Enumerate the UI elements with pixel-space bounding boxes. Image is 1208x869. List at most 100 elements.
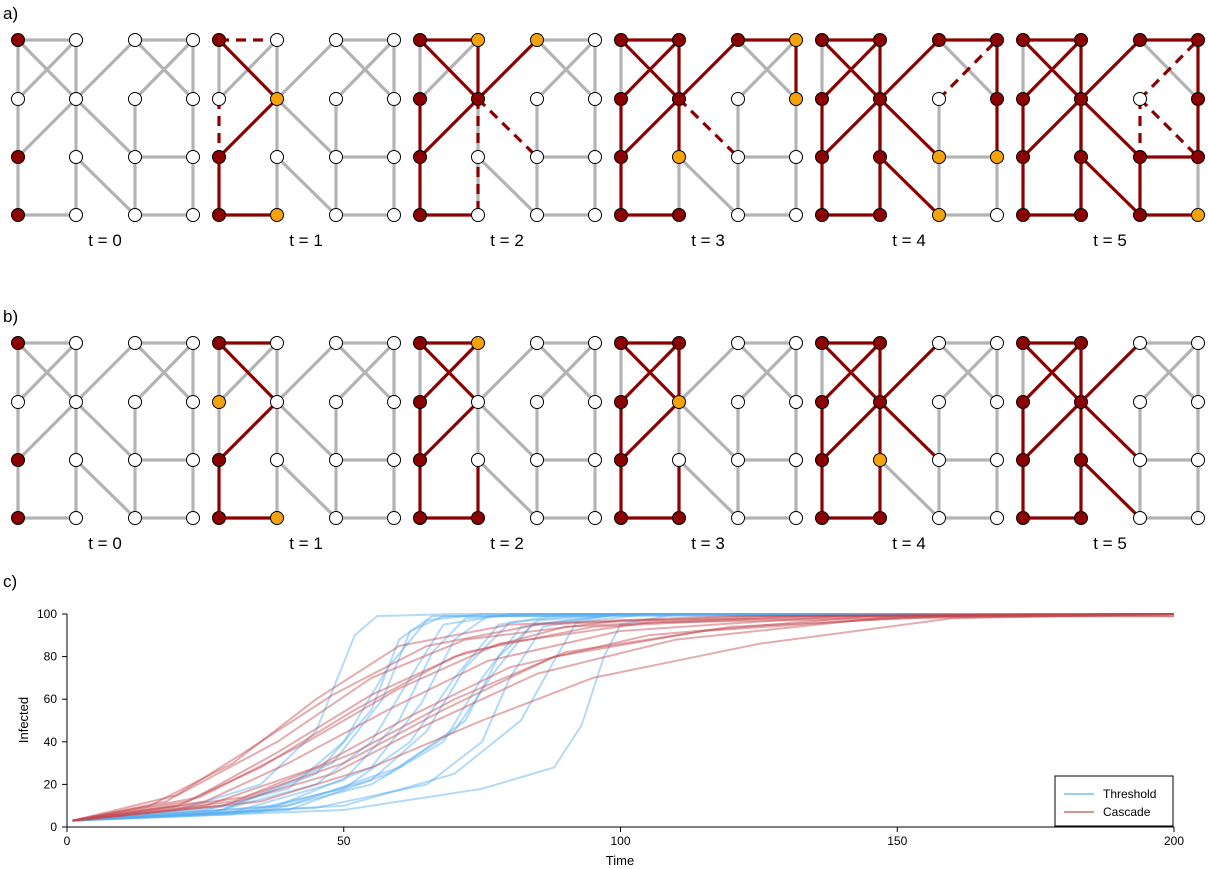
cascade-run-line <box>72 613 1175 822</box>
network-edge-infected <box>820 400 882 462</box>
node-susceptible <box>530 208 544 222</box>
network-edge-infected <box>1021 400 1083 462</box>
node-exposed <box>1191 208 1205 222</box>
network-edge-infected <box>217 38 279 101</box>
panel-c-label: c) <box>3 572 17 591</box>
node-infected <box>1016 33 1030 47</box>
node-infected <box>815 208 829 222</box>
node-exposed <box>990 150 1004 164</box>
node-susceptible <box>1133 511 1147 525</box>
legend-label-cascade: Cascade <box>1103 805 1151 819</box>
network-edge-infected <box>677 38 740 101</box>
node-susceptible <box>731 511 745 525</box>
network-edge-infected <box>619 38 681 101</box>
time-step-label: t = 4 <box>892 231 926 250</box>
time-step-label: t = 3 <box>691 231 725 250</box>
node-susceptible <box>69 511 83 525</box>
node-susceptible <box>588 395 602 409</box>
node-infected <box>1016 453 1030 467</box>
network-step: t = 0 <box>11 336 200 553</box>
time-step-label: t = 3 <box>691 534 725 553</box>
cascade-run-line <box>72 613 1175 822</box>
node-susceptible <box>530 511 544 525</box>
network-edge-infected <box>619 97 681 159</box>
network-edge-infected <box>820 341 882 404</box>
node-susceptible <box>186 336 200 350</box>
time-step-label: t = 0 <box>88 534 122 553</box>
threshold-run-line <box>72 613 1174 822</box>
node-infected <box>1191 92 1205 106</box>
panel-a-label: a) <box>3 4 18 23</box>
node-infected <box>614 92 628 106</box>
node-susceptible <box>471 395 485 409</box>
node-susceptible <box>186 150 200 164</box>
node-exposed <box>212 395 226 409</box>
time-step-label: t = 2 <box>490 534 524 553</box>
node-infected <box>413 92 427 106</box>
network-edge-infected <box>619 341 681 404</box>
node-infected <box>413 511 427 525</box>
network-edge-pending <box>677 97 740 159</box>
cascade-run-line <box>72 613 1175 822</box>
node-susceptible <box>69 92 83 106</box>
node-infected <box>815 33 829 47</box>
network-edge-infected <box>418 38 480 101</box>
chart-axes: 0 50 100 150 200 0 20 40 60 80 100 <box>37 607 1184 848</box>
node-infected <box>413 395 427 409</box>
network-edge-infected <box>217 97 279 159</box>
network-edge <box>275 97 338 159</box>
threshold-run-line <box>72 613 1174 822</box>
node-susceptible <box>990 336 1004 350</box>
node-infected <box>614 150 628 164</box>
node-susceptible <box>1191 453 1205 467</box>
node-susceptible <box>69 208 83 222</box>
network-edge <box>133 341 195 404</box>
network-edge-infected <box>1021 97 1083 159</box>
y-tick-label: 40 <box>44 735 58 749</box>
node-susceptible <box>69 336 83 350</box>
node-susceptible <box>387 336 401 350</box>
node-infected <box>1016 208 1030 222</box>
node-infected <box>1016 336 1030 350</box>
node-infected <box>11 150 25 164</box>
node-infected <box>413 336 427 350</box>
node-susceptible <box>672 453 686 467</box>
network-edge-infected <box>878 341 941 404</box>
node-susceptible <box>186 33 200 47</box>
cascade-run-line <box>72 613 1175 822</box>
node-infected <box>672 511 686 525</box>
legend-box <box>1054 775 1174 827</box>
network-edge <box>1138 341 1200 404</box>
node-infected <box>672 92 686 106</box>
node-exposed <box>270 92 284 106</box>
network-edge <box>275 155 338 217</box>
network-step: t = 2 <box>413 33 602 250</box>
network-edge <box>16 341 78 404</box>
node-susceptible <box>186 395 200 409</box>
node-susceptible <box>329 33 343 47</box>
network-edge-infected <box>1021 38 1083 101</box>
node-susceptible <box>387 92 401 106</box>
node-infected <box>1133 208 1147 222</box>
threshold-run-line <box>72 613 1174 822</box>
node-infected <box>672 33 686 47</box>
node-exposed <box>530 33 544 47</box>
network-edge <box>275 38 338 101</box>
node-susceptible <box>789 208 803 222</box>
network-step: t = 4 <box>815 33 1004 250</box>
node-susceptible <box>186 453 200 467</box>
node-infected <box>990 92 1004 106</box>
node-susceptible <box>270 453 284 467</box>
time-step-label: t = 1 <box>289 231 323 250</box>
node-susceptible <box>932 511 946 525</box>
time-step-label: t = 5 <box>1093 534 1127 553</box>
network-edge-infected <box>878 400 941 462</box>
network-edge-pending <box>1138 97 1200 159</box>
network-edge <box>476 341 539 404</box>
node-infected <box>11 453 25 467</box>
network-edge-infected <box>217 400 279 462</box>
node-susceptible <box>789 336 803 350</box>
node-susceptible <box>530 395 544 409</box>
node-susceptible <box>128 33 142 47</box>
y-axis-label: Infected <box>16 697 31 743</box>
